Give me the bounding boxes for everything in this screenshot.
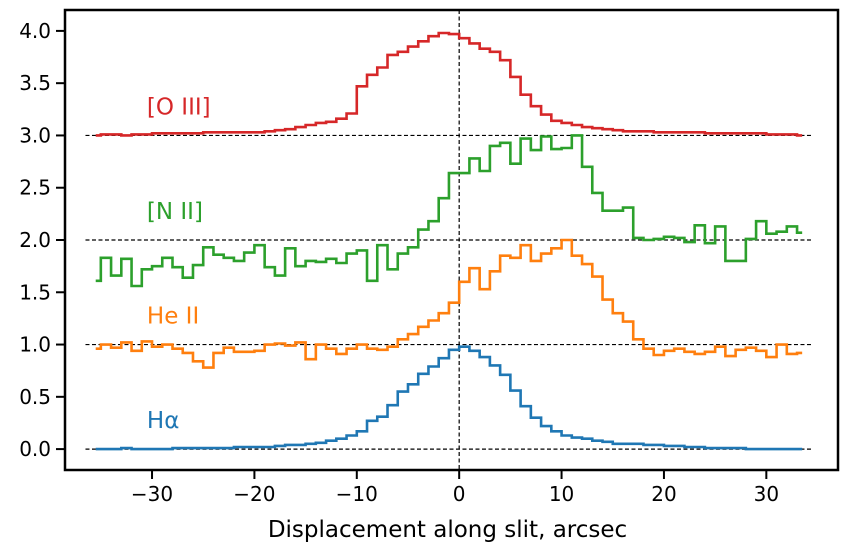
series-label-0: Hα — [147, 408, 179, 434]
reference-lines — [85, 10, 813, 470]
y-tick-label-4: 2.0 — [19, 228, 51, 252]
series-layer — [95, 31, 803, 451]
x-tick-label-3: 0 — [453, 482, 466, 506]
y-tick-label-8: 4.0 — [19, 19, 51, 43]
series-label-3: [O III] — [147, 95, 211, 121]
y-tick-label-1: 0.5 — [19, 385, 51, 409]
series-line-2 — [95, 134, 803, 288]
x-tick-label-4: 10 — [549, 482, 574, 506]
y-tick-label-6: 3.0 — [19, 123, 51, 147]
y-tick-label-0: 0.0 — [19, 437, 51, 461]
series-label-1: He II — [147, 304, 199, 330]
y-tick-label-7: 3.5 — [19, 71, 51, 95]
axis-ticks: −30 −20 −10 0 10 20 30 0.0 0.5 1.0 1.5 2.0 2.5 3.0 3.5… — [19, 19, 779, 506]
y-tick-label-5: 2.5 — [19, 176, 51, 200]
x-tick-label-6: 30 — [754, 482, 779, 506]
x-tick-label-0: −30 — [131, 482, 173, 506]
series-label-2: [N II] — [147, 199, 203, 225]
x-axis-title: Displacement along slit, arcsec — [268, 517, 627, 543]
series-line-3 — [95, 31, 803, 137]
y-tick-label-2: 1.0 — [19, 333, 51, 357]
series-line-0 — [95, 345, 803, 451]
series-line-1 — [95, 238, 803, 369]
x-tick-label-5: 20 — [651, 482, 676, 506]
series-labels: Hα He II [N II] [O III] — [147, 95, 211, 435]
y-tick-label-3: 1.5 — [19, 280, 51, 304]
x-tick-label-1: −20 — [233, 482, 275, 506]
x-tick-label-2: −10 — [336, 482, 378, 506]
